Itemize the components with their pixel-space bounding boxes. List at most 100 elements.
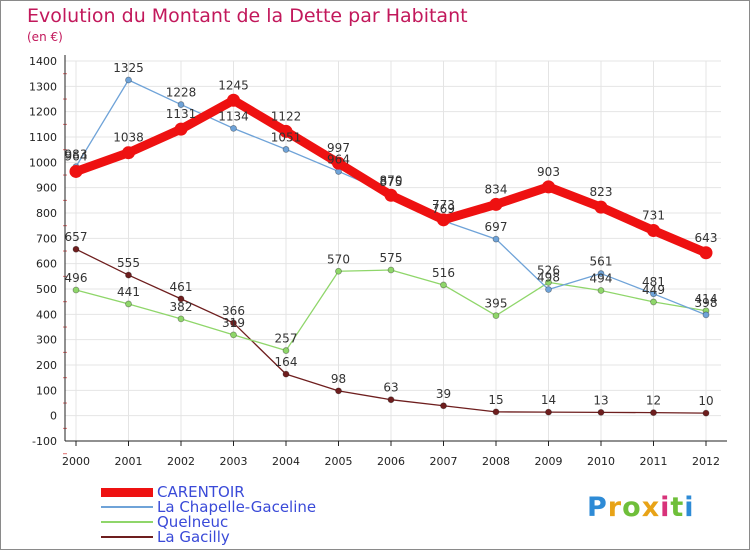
data-label-la-gacilly: 39 (436, 387, 451, 401)
data-label-carentoir: 834 (485, 182, 508, 196)
x-tick-label: 2004 (272, 455, 300, 468)
point-la-chapelle-gaceline-2008 (492, 235, 500, 243)
x-tick-label: 2011 (640, 455, 668, 468)
y-tick-label: 1400 (29, 55, 57, 68)
data-label-quelneuc: 319 (222, 316, 245, 330)
point-la-gacilly-2002 (177, 295, 185, 303)
series-group (69, 76, 713, 417)
data-label-la-gacilly: 12 (646, 394, 661, 408)
point-carentoir-2001 (122, 146, 135, 160)
data-label-la-gacilly: 657 (65, 230, 88, 244)
data-label-la-gacilly: 13 (593, 393, 608, 407)
data-label-quelneuc: 496 (65, 271, 88, 285)
point-quelneuc-2011 (650, 298, 657, 306)
point-carentoir-2009 (542, 180, 555, 194)
point-quelneuc-2002 (177, 315, 185, 323)
data-label-la-chapelle-gaceline: 697 (485, 220, 508, 234)
chart-subtitle: (en €) (27, 30, 63, 44)
data-label-quelneuc: 257 (275, 332, 298, 346)
point-la-chapelle-gaceline-2012 (702, 311, 710, 319)
x-tick-label: 2012 (692, 455, 720, 468)
data-label-la-chapelle-gaceline: 769 (432, 202, 455, 216)
y-tick-label: 900 (36, 182, 57, 195)
point-quelneuc-2000 (72, 286, 80, 294)
data-label-carentoir: 731 (642, 208, 665, 222)
legend-label-quelneuc: Quelneuc (157, 513, 229, 531)
legend-label-la-gacilly: La Gacilly (157, 528, 230, 546)
y-tick-label: 400 (36, 308, 57, 321)
data-label-la-chapelle-gaceline: 498 (537, 271, 560, 285)
point-quelneuc-2008 (492, 312, 500, 320)
point-la-chapelle-gaceline-2001 (125, 76, 132, 84)
point-la-chapelle-gaceline-2003 (230, 124, 237, 132)
data-label-la-chapelle-gaceline: 481 (642, 275, 665, 289)
point-la-chapelle-gaceline-2010 (597, 270, 605, 277)
data-label-la-gacilly: 14 (541, 393, 556, 407)
legend-swatch-carentoir (101, 488, 153, 497)
legend-swatch-la-chapelle-gaceline (101, 506, 153, 508)
point-carentoir-2011 (647, 223, 660, 237)
point-carentoir-2004 (279, 124, 293, 138)
point-la-gacilly-2006 (387, 396, 395, 404)
point-la-gacilly-2005 (335, 387, 342, 395)
point-la-chapelle-gaceline-2011 (650, 290, 657, 298)
data-label-carentoir: 1122 (271, 109, 302, 123)
point-la-chapelle-gaceline-2004 (282, 146, 290, 153)
point-carentoir-2012 (699, 246, 713, 260)
x-tick-label: 2010 (587, 455, 615, 468)
point-la-gacilly-2009 (545, 408, 552, 416)
point-quelneuc-2001 (125, 300, 132, 308)
x-tick-label: 2006 (377, 455, 405, 468)
point-la-gacilly-2010 (597, 408, 605, 416)
point-quelneuc-2006 (387, 266, 395, 274)
x-tick-label: 2002 (167, 455, 195, 468)
point-la-gacilly-2008 (492, 408, 500, 416)
y-tick-label: 600 (36, 258, 57, 271)
data-label-la-chapelle-gaceline: 398 (695, 296, 718, 310)
point-la-chapelle-gaceline-2009 (545, 286, 552, 293)
legend-swatch-quelneuc (101, 521, 153, 523)
logo-letter: i (684, 492, 695, 523)
logo-letter: r (607, 492, 623, 523)
point-quelneuc-2004 (282, 347, 290, 354)
x-tick-label: 2005 (325, 455, 353, 468)
data-label-la-chapelle-gaceline: 561 (590, 255, 613, 269)
data-label-la-gacilly: 461 (170, 280, 193, 294)
x-tick-label: 2008 (482, 455, 510, 468)
y-tick-label: -100 (32, 435, 57, 448)
point-la-gacilly-2001 (125, 271, 132, 279)
legend-label-la-chapelle-gaceline: La Chapelle-Gaceline (157, 498, 317, 516)
logo-letter: i (660, 492, 671, 523)
axes: -100 0 100 200 300 400 500 600 700 800 900 1000 1100… (29, 55, 727, 468)
x-tick-label: 2007 (430, 455, 458, 468)
data-label-la-gacilly: 366 (222, 304, 245, 318)
point-quelneuc-2005 (335, 267, 342, 275)
data-label-quelneuc: 441 (117, 285, 140, 299)
y-tick-label: 0 (50, 410, 57, 423)
point-la-gacilly-2007 (440, 402, 447, 410)
y-tick-label: 1100 (29, 131, 57, 144)
y-tick-label: 1200 (29, 106, 57, 119)
y-tick-label: 700 (36, 232, 57, 245)
data-label-la-gacilly: 15 (488, 393, 503, 407)
data-label-la-gacilly: 555 (117, 256, 140, 270)
data-label-la-chapelle-gaceline: 1134 (218, 109, 249, 123)
legend-swatch-la-gacilly (101, 536, 153, 538)
data-label-quelneuc: 414 (695, 292, 718, 306)
data-label-la-chapelle-gaceline: 1325 (113, 61, 144, 75)
data-labels: 657 555 461 366 164 98 63 39 15 14 13 12 10 496 441 382… (65, 61, 718, 408)
grid-lines (65, 60, 721, 442)
y-tick-label: 100 (36, 384, 57, 397)
point-carentoir-2010 (594, 200, 608, 214)
point-carentoir-2002 (174, 122, 188, 136)
x-tick-label: 2000 (62, 455, 90, 468)
data-label-la-chapelle-gaceline: 875 (380, 175, 403, 189)
data-label-carentoir: 1131 (166, 107, 197, 121)
point-la-gacilly-2003 (230, 319, 237, 327)
point-carentoir-2005 (332, 156, 345, 170)
point-la-gacilly-2011 (650, 409, 657, 417)
logo-letter: o (622, 492, 642, 523)
data-label-quelneuc: 575 (380, 251, 403, 265)
